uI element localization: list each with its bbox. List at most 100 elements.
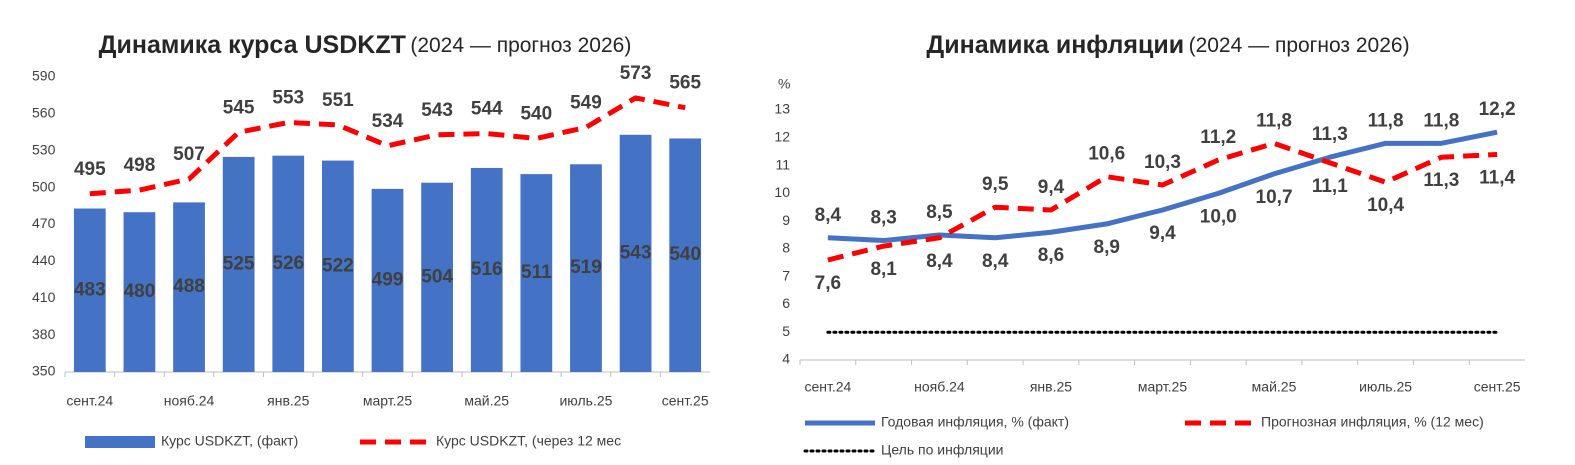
data-label: 488: [173, 276, 205, 297]
legend-label: Цель по инфляции: [881, 442, 1003, 458]
x-tick-label: сент.25: [1474, 379, 1521, 395]
data-label: 11,3: [1312, 124, 1348, 145]
y-axis-unit: %: [778, 76, 790, 92]
y-tick-label: 7: [782, 267, 790, 283]
data-label: 544: [471, 99, 503, 120]
y-tick-label: 530: [32, 141, 56, 157]
data-label: 551: [322, 90, 354, 111]
data-label: 534: [372, 111, 404, 132]
y-tick-label: 380: [32, 326, 56, 342]
data-label: 480: [124, 281, 156, 302]
line-series: [827, 140, 1498, 263]
data-label: 8,4: [815, 205, 842, 226]
y-tick-label: 10: [774, 184, 790, 200]
x-tick-label: март.25: [1138, 379, 1187, 395]
data-label: 498: [124, 155, 156, 176]
data-label: 8,3: [870, 208, 896, 229]
data-label: 10,0: [1200, 206, 1237, 227]
data-label: 11,4: [1479, 167, 1515, 188]
x-tick-label: сент.24: [804, 379, 851, 395]
bar: [123, 212, 156, 372]
x-tick-label: май.25: [464, 393, 509, 409]
y-tick-label: 560: [32, 105, 56, 121]
y-tick-label: 5: [782, 323, 790, 339]
data-label: 8,4: [982, 251, 1009, 272]
x-tick-label: янв.25: [267, 393, 309, 409]
y-tick-label: 4: [782, 351, 790, 367]
data-label: 11,3: [1423, 170, 1459, 191]
x-tick-label: июль.25: [559, 393, 612, 409]
data-label: 11,8: [1423, 110, 1459, 131]
bar: [619, 134, 652, 372]
legend-swatch: [85, 436, 155, 448]
bar: [421, 182, 453, 372]
data-label: 545: [223, 97, 255, 118]
legend-label: Годовая инфляция, % (факт): [881, 414, 1069, 430]
data-label: 553: [272, 87, 304, 108]
y-tick-label: 410: [32, 289, 56, 305]
data-label: 8,4: [926, 251, 953, 272]
data-label: 9,5: [982, 174, 1009, 195]
title-main: Динамика курса USDKZT: [99, 31, 406, 59]
data-label: 573: [620, 63, 652, 84]
data-label: 495: [74, 159, 106, 180]
bar: [222, 156, 255, 372]
data-label: 11,8: [1256, 110, 1292, 131]
data-label: 10,4: [1367, 195, 1404, 216]
data-label: 540: [669, 244, 701, 265]
bar: [371, 188, 404, 372]
data-label: 511: [521, 262, 552, 283]
line-series: [89, 95, 686, 197]
y-tick-label: 9: [782, 212, 790, 228]
data-label: 7,6: [815, 273, 841, 294]
data-label: 11,2: [1200, 127, 1236, 148]
legend-label: Курс USDKZT, (через 12 мес: [436, 433, 621, 449]
y-tick-label: 6: [782, 295, 790, 311]
x-tick-label: июль.25: [1359, 379, 1412, 395]
data-label: 8,1: [870, 259, 897, 280]
bar: [470, 167, 503, 372]
x-tick-label: май.25: [1252, 379, 1297, 395]
data-label: 543: [620, 242, 652, 263]
data-label: 526: [272, 253, 304, 274]
data-label: 9,4: [1038, 177, 1065, 198]
y-tick-label: 350: [32, 363, 56, 379]
title-sub: (2024 — прогноз 2026): [1189, 34, 1410, 57]
legend-label: Прогнозная инфляция, % (12 мес): [1261, 414, 1484, 430]
bar: [173, 202, 205, 372]
y-tick-label: 13: [774, 101, 790, 117]
title-sub: (2024 — прогноз 2026): [410, 34, 631, 57]
data-label: 525: [223, 253, 255, 274]
data-label: 519: [570, 257, 602, 278]
data-label: 483: [74, 279, 106, 300]
bar: [322, 160, 354, 372]
y-tick-label: 590: [32, 68, 56, 84]
bar: [73, 208, 106, 372]
bar: [669, 138, 702, 372]
bar: [272, 155, 305, 372]
legend-label: Курс USDKZT, (факт): [161, 433, 298, 449]
data-label: 549: [570, 92, 602, 113]
data-label: 507: [173, 144, 205, 165]
x-tick-label: сент.24: [66, 393, 113, 409]
data-label: 10,6: [1088, 144, 1125, 165]
y-tick-label: 470: [32, 215, 56, 231]
data-label: 8,6: [1038, 245, 1064, 266]
bar: [520, 174, 553, 372]
data-label: 12,2: [1479, 99, 1516, 120]
y-tick-label: 440: [32, 252, 56, 268]
y-tick-label: 8: [782, 240, 790, 256]
data-label: 540: [520, 103, 552, 124]
data-label: 8,9: [1094, 237, 1120, 258]
x-tick-label: март.25: [363, 393, 412, 409]
x-tick-label: сент.25: [662, 393, 709, 409]
data-label: 522: [322, 255, 354, 276]
bar: [570, 164, 602, 372]
data-label: 10,7: [1256, 187, 1293, 208]
x-tick-label: нояб.24: [164, 393, 215, 409]
x-tick-label: нояб.24: [914, 379, 965, 395]
data-label: 11,8: [1368, 110, 1404, 131]
chart-title: Динамика инфляции (2024 — прогноз 2026): [926, 31, 1409, 59]
title-main: Динамика инфляции: [926, 31, 1184, 59]
